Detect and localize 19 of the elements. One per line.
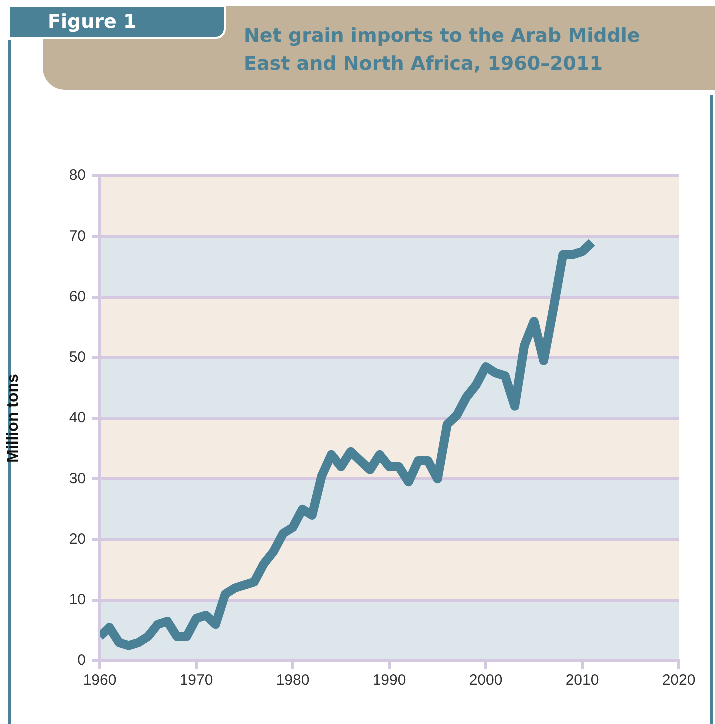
x-tick-label: 1960 (83, 672, 117, 690)
x-tick-label: 2000 (469, 672, 503, 690)
y-tick-label: 10 (69, 592, 86, 609)
y-tick-label: 20 (69, 530, 86, 548)
y-tick-label: 30 (69, 470, 86, 488)
y-tick-label: 60 (69, 288, 86, 306)
x-tick-label: 1970 (180, 672, 214, 690)
chart-title: Net grain imports to the Arab Middle East and North Africa, 1960–2011 (244, 24, 642, 77)
y-tick-label: 50 (69, 349, 86, 366)
x-tick-label: 2010 (566, 672, 600, 690)
y-tick-label: 40 (69, 410, 86, 427)
caption: Figure 1 (48, 11, 138, 33)
x-tick-label: 2020 (662, 672, 696, 690)
y-axis-title: Million tons (5, 374, 22, 463)
y-tick-label: 70 (69, 228, 86, 245)
y-tick-label: 80 (69, 167, 86, 184)
y-tick-label: 0 (78, 652, 86, 670)
x-tick-label: 1990 (372, 672, 406, 690)
x-tick-label: 1980 (276, 672, 310, 690)
